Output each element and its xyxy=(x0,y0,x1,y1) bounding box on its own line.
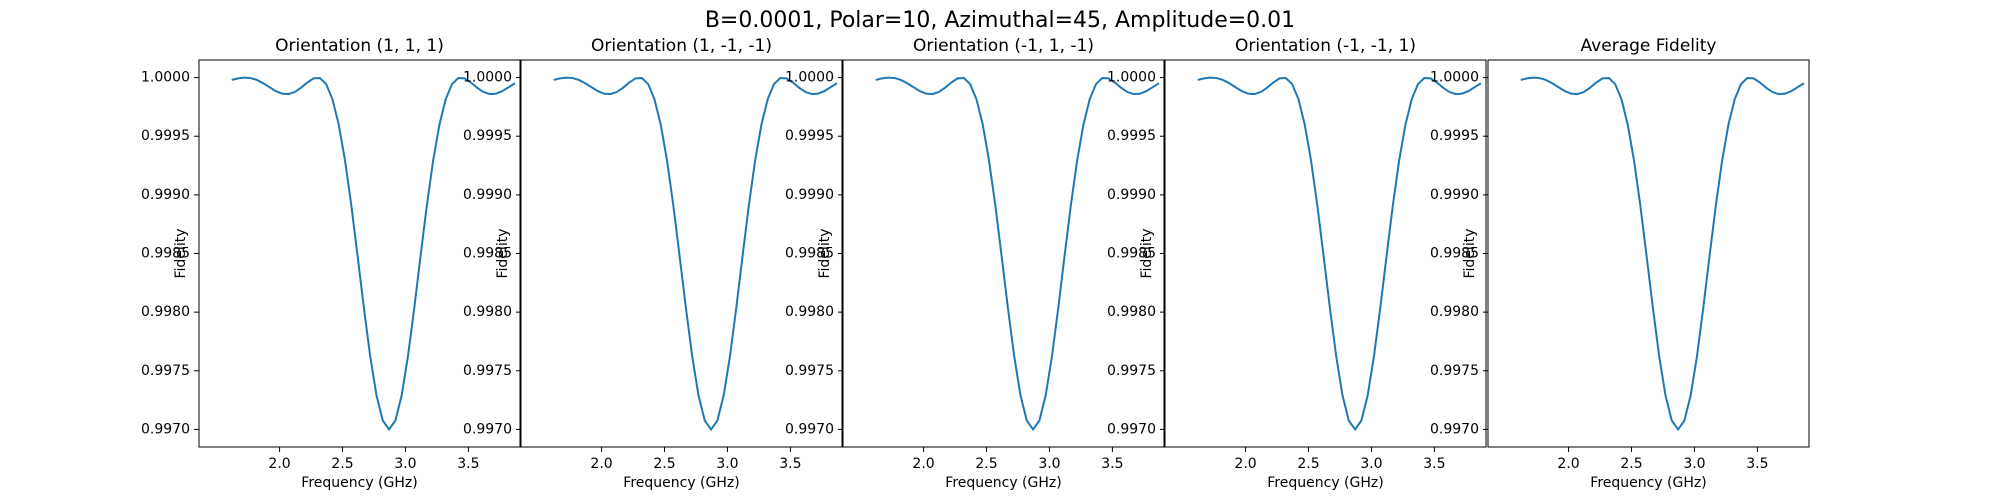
y-tick-label: 1.0000 xyxy=(785,70,834,86)
y-tick-label: 0.9995 xyxy=(1430,128,1479,144)
x-tick-label: 2.5 xyxy=(1620,456,1642,472)
y-tick-label: 0.9970 xyxy=(463,421,512,437)
y-axis-label: Fidelity xyxy=(1139,229,1155,279)
y-tick-label: 0.9990 xyxy=(1107,187,1156,203)
y-tick-label: 1.0000 xyxy=(1107,70,1156,86)
y-tick-label: 0.9980 xyxy=(463,304,512,320)
y-tick-label: 0.9985 xyxy=(463,246,512,262)
y-tick-label: 0.9995 xyxy=(785,128,834,144)
subplot: Orientation (-1, -1, 1) 0.9970 0.9975 0.998… xyxy=(1107,36,1487,491)
line-series xyxy=(553,76,838,432)
x-axis-label: Frequency (GHz) xyxy=(945,475,1061,491)
y-tick-label: 0.9970 xyxy=(785,421,834,437)
y-tick-label: 0.9990 xyxy=(463,187,512,203)
y-tick-label: 0.9970 xyxy=(1430,421,1479,437)
x-tick-label: 2.5 xyxy=(331,456,353,472)
x-tick-label: 3.0 xyxy=(1360,456,1382,472)
x-tick-label: 2.0 xyxy=(1234,456,1256,472)
y-tick-label: 0.9975 xyxy=(785,363,834,379)
y-tick-label: 1.0000 xyxy=(141,70,190,86)
subplot: Orientation (1, 1, 1) 0.9970 0.9975 0.9980 0… xyxy=(141,36,521,491)
y-tick-label: 0.9985 xyxy=(141,246,190,262)
subplot: Orientation (1, -1, -1) 0.9970 0.9975 0.998… xyxy=(463,36,843,491)
y-tick-label: 0.9980 xyxy=(785,304,834,320)
x-tick-label: 3.5 xyxy=(779,456,801,472)
y-axis-label: Fidelity xyxy=(817,229,833,279)
line-series xyxy=(875,76,1160,432)
x-tick-label: 3.0 xyxy=(1038,456,1060,472)
y-tick-label: 0.9995 xyxy=(1107,128,1156,144)
y-tick-label: 0.9985 xyxy=(1107,246,1156,262)
y-tick-label: 0.9990 xyxy=(785,187,834,203)
x-tick-label: 2.0 xyxy=(1557,456,1579,472)
x-tick-label: 2.0 xyxy=(912,456,934,472)
axes-frame xyxy=(1487,59,1810,448)
y-axis-label: Fidelity xyxy=(1462,229,1478,279)
x-tick-label: 3.5 xyxy=(1746,456,1768,472)
x-axis-label: Frequency (GHz) xyxy=(623,475,739,491)
subplot: Orientation (-1, 1, -1) 0.9970 0.9975 0.998… xyxy=(785,36,1165,491)
y-axis-label: Fidelity xyxy=(495,229,511,279)
subplot-title: Orientation (1, 1, 1) xyxy=(275,36,444,56)
subplot-title: Orientation (-1, -1, 1) xyxy=(1235,36,1416,56)
x-tick-label: 3.0 xyxy=(394,456,416,472)
y-tick-label: 0.9980 xyxy=(141,304,190,320)
y-tick-label: 0.9970 xyxy=(141,421,190,437)
x-tick-label: 3.0 xyxy=(716,456,738,472)
x-axis-label: Frequency (GHz) xyxy=(1267,475,1383,491)
subplot-title: Average Fidelity xyxy=(1581,36,1717,56)
y-tick-label: 0.9995 xyxy=(463,128,512,144)
y-tick-label: 0.9970 xyxy=(1107,421,1156,437)
x-axis-label: Frequency (GHz) xyxy=(1590,475,1706,491)
y-tick-label: 0.9985 xyxy=(785,246,834,262)
y-tick-label: 0.9985 xyxy=(1430,246,1479,262)
x-tick-label: 3.5 xyxy=(1423,456,1445,472)
y-axis-label: Fidelity xyxy=(173,229,189,279)
y-tick-label: 0.9975 xyxy=(463,363,512,379)
y-tick-label: 0.9975 xyxy=(141,363,190,379)
x-tick-label: 3.5 xyxy=(1101,456,1123,472)
x-tick-label: 3.0 xyxy=(1683,456,1705,472)
y-tick-label: 1.0000 xyxy=(1430,70,1479,86)
line-series xyxy=(1520,76,1805,432)
y-tick-label: 0.9980 xyxy=(1107,304,1156,320)
x-tick-label: 2.0 xyxy=(590,456,612,472)
x-tick-label: 2.0 xyxy=(268,456,290,472)
line-series xyxy=(1197,76,1482,432)
subplot-title: Orientation (1, -1, -1) xyxy=(591,36,772,56)
x-axis-label: Frequency (GHz) xyxy=(301,475,417,491)
y-tick-label: 0.9975 xyxy=(1107,363,1156,379)
y-tick-label: 0.9980 xyxy=(1430,304,1479,320)
y-tick-label: 1.0000 xyxy=(463,70,512,86)
x-tick-label: 2.5 xyxy=(653,456,675,472)
subplot-title: Orientation (-1, 1, -1) xyxy=(913,36,1094,56)
x-tick-label: 2.5 xyxy=(975,456,997,472)
x-tick-label: 2.5 xyxy=(1297,456,1319,472)
y-tick-label: 0.9990 xyxy=(141,187,190,203)
y-tick-label: 0.9990 xyxy=(1430,187,1479,203)
line-series xyxy=(231,76,516,432)
y-tick-label: 0.9975 xyxy=(1430,363,1479,379)
y-tick-label: 0.9995 xyxy=(141,128,190,144)
subplot: Average Fidelity 0.9970 0.9975 0.9980 0.9985… xyxy=(1430,36,1810,491)
x-tick-label: 3.5 xyxy=(457,456,479,472)
figure-title: B=0.0001, Polar=10, Azimuthal=45, Amplit… xyxy=(705,8,1295,33)
